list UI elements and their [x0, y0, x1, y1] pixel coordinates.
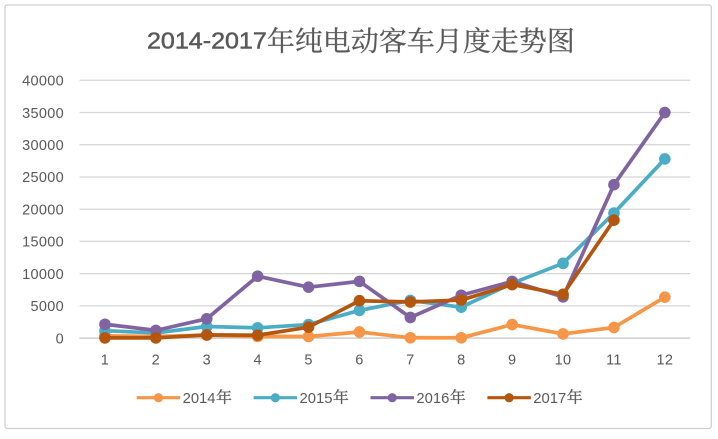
svg-text:3: 3	[203, 352, 211, 368]
svg-text:5: 5	[304, 352, 312, 368]
svg-text:2014-2017: 2014-2017	[147, 28, 267, 54]
svg-text:2015: 2015	[300, 391, 333, 407]
svg-text:11: 11	[606, 352, 622, 368]
svg-text:25000: 25000	[22, 170, 64, 186]
svg-text:10: 10	[555, 352, 572, 368]
svg-text:20000: 20000	[22, 202, 64, 218]
svg-text:4: 4	[253, 352, 261, 368]
svg-text:2: 2	[152, 352, 160, 368]
svg-text:12: 12	[656, 352, 673, 368]
svg-text:1: 1	[101, 352, 109, 368]
svg-text:0: 0	[56, 331, 64, 347]
svg-text:15000: 15000	[22, 235, 64, 251]
svg-text:10000: 10000	[22, 267, 64, 283]
svg-text:9: 9	[508, 352, 516, 368]
svg-text:2016: 2016	[416, 391, 449, 407]
svg-text:2017: 2017	[533, 391, 566, 407]
svg-text:6: 6	[355, 352, 363, 368]
svg-text:5000: 5000	[31, 299, 64, 315]
svg-text:2014: 2014	[183, 391, 216, 407]
svg-text:8: 8	[457, 352, 465, 368]
svg-text:30000: 30000	[22, 138, 64, 154]
svg-text:7: 7	[406, 352, 414, 368]
svg-text:40000: 40000	[22, 74, 64, 90]
svg-text:35000: 35000	[22, 106, 64, 122]
